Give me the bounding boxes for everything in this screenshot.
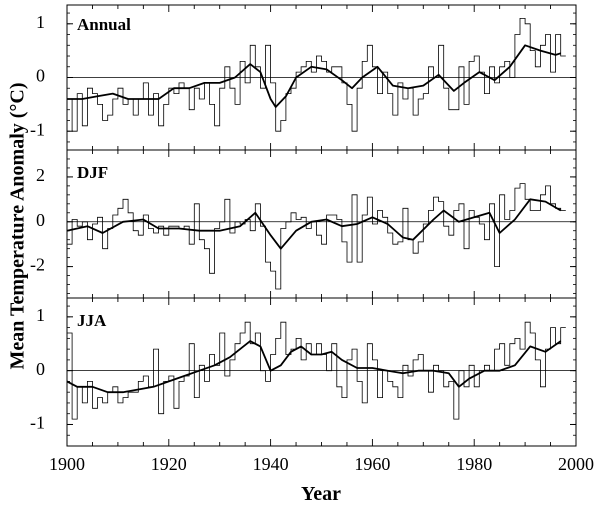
x-tick-label: 1940 — [253, 454, 289, 474]
panel-title-djf: DJF — [77, 163, 108, 182]
series-step-djf — [67, 183, 566, 290]
x-tick-label: 2000 — [558, 454, 594, 474]
chart-marks: 1 0 -1 2 0 -2 1 0 -1 1900 1920 1940 1960 1980 2000 — [30, 5, 594, 474]
y-tick-label-annual: 0 — [36, 66, 45, 86]
y-tick-label-jja: -1 — [30, 413, 45, 433]
y-tick-label-annual: 1 — [36, 12, 45, 32]
x-tick-label: 1980 — [456, 454, 492, 474]
y-tick-label-annual: -1 — [30, 119, 45, 139]
series-smooth-djf — [66, 198, 562, 250]
x-tick-label: 1900 — [49, 454, 85, 474]
panel-jja-frame — [66, 297, 577, 447]
series-smooth-annual — [67, 44, 561, 108]
y-tick-label-djf: -2 — [30, 255, 45, 275]
y-tick-label-jja: 0 — [36, 359, 45, 379]
x-axis-label: Year — [301, 483, 341, 505]
y-tick-label-djf: 2 — [36, 165, 45, 185]
panel-title-jja: JJA — [77, 311, 107, 330]
x-tick-label: 1920 — [151, 454, 187, 474]
series-step-annual — [67, 18, 566, 132]
y-tick-label-djf: 0 — [36, 210, 45, 230]
panel-title-annual: Annual — [77, 15, 131, 34]
series-smooth-jja — [66, 340, 562, 394]
x-tick-label: 1960 — [354, 454, 390, 474]
y-tick-label-jja: 1 — [36, 305, 45, 325]
y-axis-label: Mean Temperature Anomaly (°C) — [7, 82, 29, 369]
